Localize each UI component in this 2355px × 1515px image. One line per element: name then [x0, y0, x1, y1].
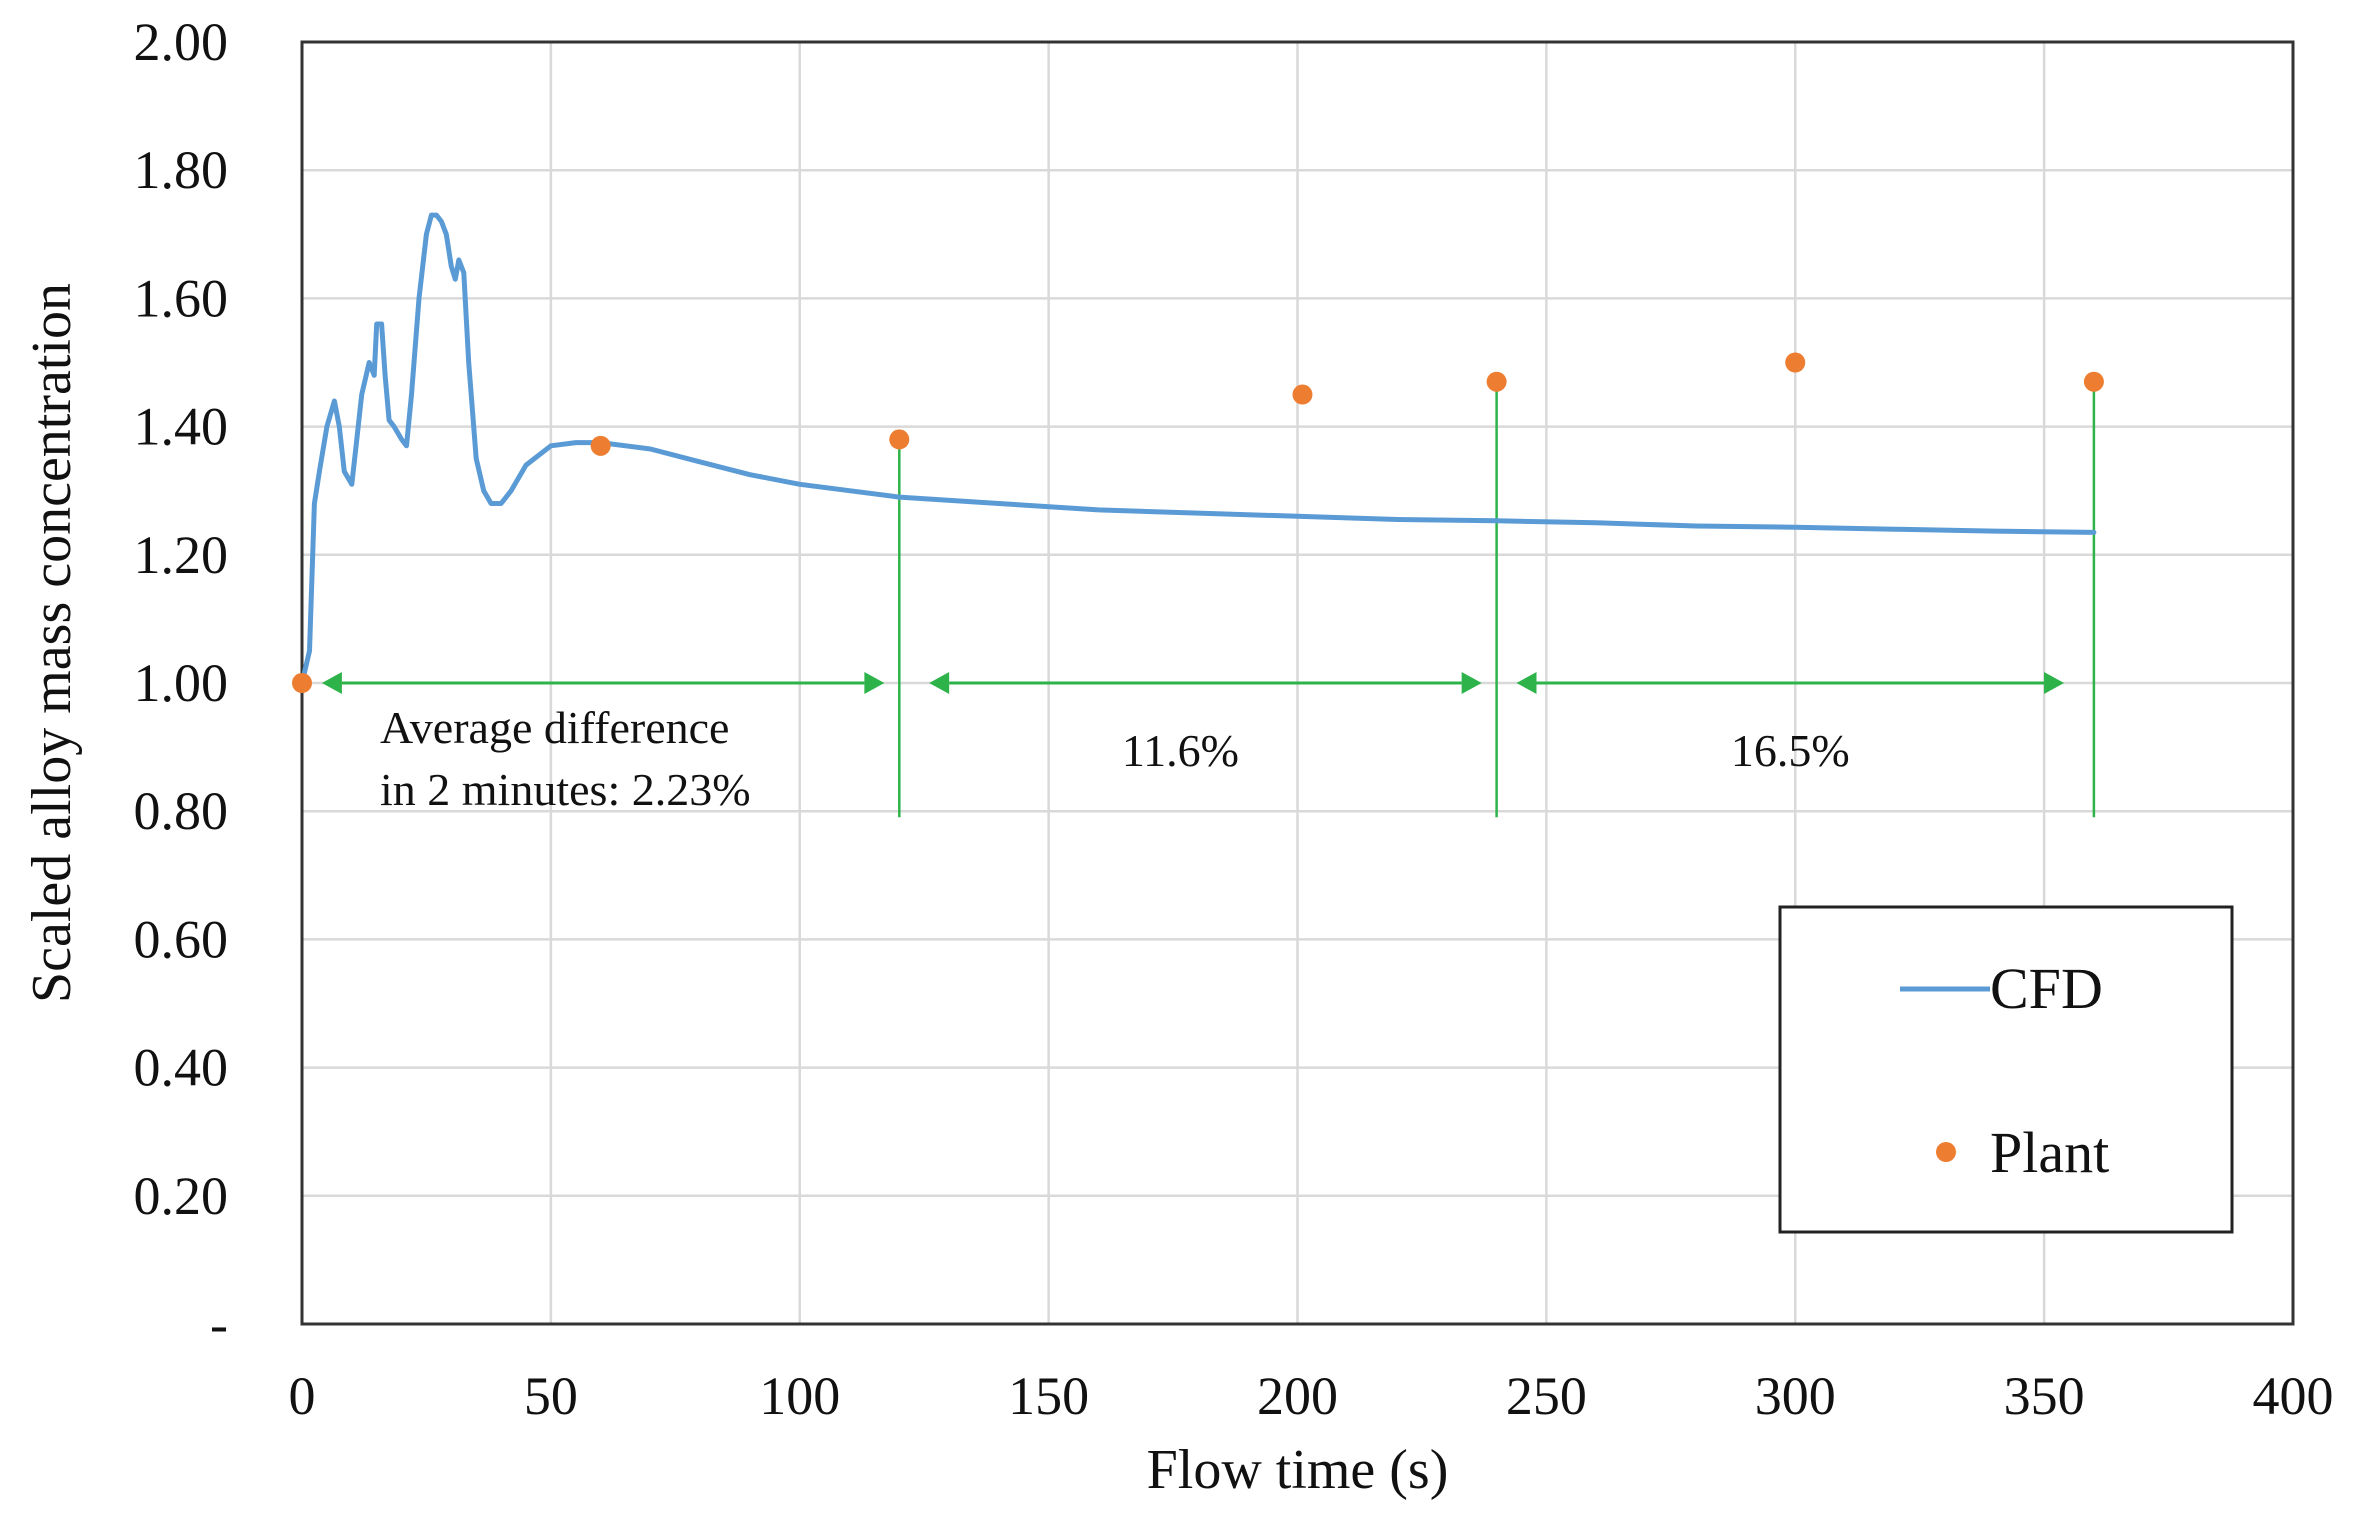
x-tick-label: 0 [289, 1366, 316, 1426]
series-group [292, 212, 2104, 693]
annotation-arrow-head-right [864, 672, 885, 694]
y-tick-label: 0.80 [134, 781, 229, 841]
y-tick-label: - [210, 1294, 228, 1354]
legend-cfd-label: CFD [1990, 956, 2103, 1021]
y-tick-label: 1.40 [134, 397, 229, 457]
annotation-arrow-head-left [1516, 672, 1537, 694]
x-tick-label: 150 [1008, 1366, 1089, 1426]
annotation-arrow-head-right [2044, 672, 2065, 694]
x-tick-label: 200 [1257, 1366, 1338, 1426]
annotation-text-16-5: 16.5% [1731, 725, 1850, 776]
y-tick-label: 1.00 [134, 653, 229, 713]
legend-box [1778, 905, 2234, 1234]
y-tick-label: 2.00 [134, 12, 229, 72]
x-tick-label: 350 [2004, 1366, 2085, 1426]
annotation-arrow-head-left [929, 672, 950, 694]
annotation-text-11-6: 11.6% [1122, 725, 1239, 776]
y-tick-label: 0.20 [134, 1166, 229, 1226]
y-tick-label: 1.20 [134, 525, 229, 585]
y-axis-title: Scaled alloy mass concentration [21, 283, 83, 1003]
y-tick-label: 1.80 [134, 140, 229, 200]
x-tick-label: 100 [759, 1366, 840, 1426]
x-axis-title: Flow time (s) [1147, 1439, 1449, 1501]
y-tick-label: 1.60 [134, 268, 229, 328]
legend-plant-label: Plant [1990, 1120, 2109, 1185]
plant-point [590, 435, 611, 456]
plant-point [1292, 384, 1313, 405]
plant-point [1486, 371, 1507, 392]
x-tick-label: 400 [2253, 1366, 2334, 1426]
y-tick-label: 0.60 [134, 909, 229, 969]
x-tick-label: 50 [524, 1366, 578, 1426]
x-tick-label: 250 [1506, 1366, 1587, 1426]
annotations [321, 381, 2096, 818]
plant-point [1785, 352, 1806, 373]
series-line-cfd [299, 212, 2097, 686]
annotation-arrow-head-left [321, 672, 342, 694]
legend-plant-swatch [1936, 1142, 1956, 1162]
tick-labels: 0 50 100 150 200 250 300 350 400 - 0.20 0.40 0.60 0.8… [134, 12, 2334, 1426]
plant-point [889, 429, 910, 450]
annotation-text-average-line2: in 2 minutes: 2.23% [380, 764, 751, 815]
plant-point [292, 673, 312, 693]
legend: CFD Plant [1778, 905, 2234, 1234]
plant-point [2083, 371, 2104, 392]
annotation-arrow-head-right [1461, 672, 1482, 694]
annotation-texts: Average difference in 2 minutes: 2.23% 1… [380, 702, 1850, 815]
y-tick-label: 0.40 [134, 1038, 229, 1098]
annotation-text-average-line1: Average difference [380, 702, 729, 753]
x-tick-label: 300 [1755, 1366, 1836, 1426]
